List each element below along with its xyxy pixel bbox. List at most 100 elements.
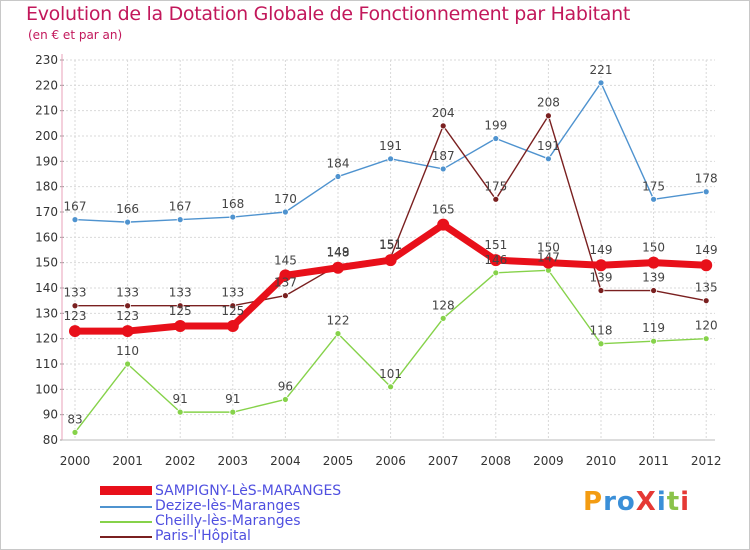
data-label-paris-l-h-pital: 151 — [379, 238, 402, 252]
series — [69, 79, 713, 436]
legend-label-sampigny: SAMPIGNY-LèS-MARANGES — [155, 483, 342, 499]
x-tick-label: 2002 — [165, 454, 196, 468]
data-label-sampigny-l-s-maranges: 150 — [642, 241, 665, 255]
x-tick-label: 2001 — [112, 454, 143, 468]
legend-label-paris: Paris-l'Hôpital — [155, 528, 251, 544]
legend-swatch-paris — [100, 536, 152, 538]
data-label-cheilly-l-s-maranges: 118 — [590, 324, 613, 338]
data-label-dezize-l-s-maranges: 167 — [64, 200, 87, 214]
y-tick-label: 220 — [35, 78, 58, 92]
legend-swatch-dezize — [100, 506, 152, 508]
data-point-paris-l-h-pital — [281, 292, 289, 300]
data-point-paris-l-h-pital — [229, 302, 237, 310]
data-label-cheilly-l-s-maranges: 96 — [278, 379, 293, 393]
data-label-dezize-l-s-maranges: 199 — [484, 119, 507, 133]
data-label-paris-l-h-pital: 133 — [221, 286, 244, 300]
y-tick-label: 100 — [35, 382, 58, 396]
data-label-sampigny-l-s-maranges: 150 — [537, 241, 560, 255]
data-point-dezize-l-s-maranges — [71, 216, 79, 224]
legend-swatch-cheilly — [100, 521, 152, 523]
data-label-cheilly-l-s-maranges: 120 — [695, 319, 718, 333]
data-point-dezize-l-s-maranges — [334, 173, 342, 180]
data-label-sampigny-l-s-maranges: 145 — [274, 253, 297, 267]
data-point-sampigny-l-s-maranges — [384, 254, 397, 267]
data-label-cheilly-l-s-maranges: 110 — [116, 344, 139, 358]
data-point-dezize-l-s-maranges — [702, 188, 710, 196]
data-point-sampigny-l-s-maranges — [647, 256, 660, 269]
data-point-paris-l-h-pital — [650, 287, 657, 294]
data-point-cheilly-l-s-maranges — [439, 314, 447, 322]
data-label-paris-l-h-pital: 133 — [64, 286, 87, 300]
data-point-sampigny-l-s-maranges — [226, 320, 239, 332]
data-point-sampigny-l-s-maranges — [437, 218, 450, 231]
y-tick-label: 140 — [35, 281, 58, 295]
axes: 8090100110120130140150160170180190200210… — [35, 53, 721, 468]
y-tick-label: 170 — [35, 205, 58, 219]
data-label-dezize-l-s-maranges: 168 — [221, 197, 244, 211]
x-tick-label: 2004 — [270, 454, 301, 468]
data-label-dezize-l-s-maranges: 184 — [327, 157, 350, 171]
data-label-dezize-l-s-maranges: 175 — [642, 179, 665, 193]
data-point-cheilly-l-s-maranges — [176, 408, 184, 416]
data-label-cheilly-l-s-maranges: 101 — [379, 367, 402, 381]
x-tick-label: 2008 — [481, 454, 512, 468]
x-tick-label: 2012 — [691, 454, 722, 468]
chart-title: Evolution de la Dotation Globale de Fonc… — [26, 3, 631, 25]
data-point-sampigny-l-s-maranges — [332, 261, 344, 274]
data-label-paris-l-h-pital: 139 — [642, 271, 665, 285]
data-label-sampigny-l-s-maranges: 151 — [379, 238, 402, 252]
data-point-paris-l-h-pital — [492, 195, 500, 203]
y-tick-label: 120 — [35, 332, 58, 346]
chart-subtitle: (en € et par an) — [28, 28, 123, 42]
data-label-dezize-l-s-maranges: 178 — [695, 172, 718, 186]
data-label-paris-l-h-pital: 135 — [695, 281, 718, 295]
legend-label-cheilly: Cheilly-lès-Maranges — [155, 513, 301, 529]
data-point-sampigny-l-s-maranges — [489, 254, 502, 267]
data-point-dezize-l-s-maranges — [597, 79, 605, 87]
y-tick-label: 150 — [35, 256, 58, 270]
data-label-cheilly-l-s-maranges: 91 — [225, 392, 240, 406]
data-point-cheilly-l-s-maranges — [702, 335, 710, 343]
legend-swatch-sampigny — [100, 486, 152, 495]
x-tick-label: 2003 — [218, 454, 249, 468]
data-label-cheilly-l-s-maranges: 91 — [173, 392, 188, 406]
data-label-cheilly-l-s-maranges: 146 — [484, 253, 507, 267]
x-tick-label: 2000 — [60, 454, 91, 468]
data-label-paris-l-h-pital: 149 — [327, 245, 350, 259]
data-point-sampigny-l-s-maranges — [595, 259, 607, 272]
data-label-sampigny-l-s-maranges: 165 — [432, 203, 455, 217]
data-label-cheilly-l-s-maranges: 119 — [642, 321, 665, 335]
x-tick-label: 2006 — [375, 454, 406, 468]
data-label-paris-l-h-pital: 208 — [537, 96, 560, 110]
data-point-cheilly-l-s-maranges — [229, 408, 237, 416]
data-point-dezize-l-s-maranges — [439, 165, 447, 173]
data-point-paris-l-h-pital — [597, 287, 605, 294]
y-tick-label: 200 — [35, 129, 58, 143]
data-label-sampigny-l-s-maranges: 123 — [116, 309, 139, 323]
data-label-cheilly-l-s-maranges: 83 — [67, 412, 82, 426]
data-point-dezize-l-s-maranges — [387, 155, 395, 163]
data-point-sampigny-l-s-maranges — [542, 256, 555, 269]
data-point-cheilly-l-s-maranges — [597, 340, 605, 348]
data-point-paris-l-h-pital — [71, 302, 79, 310]
y-tick-label: 130 — [35, 306, 58, 320]
y-tick-label: 160 — [35, 230, 58, 244]
data-label-sampigny-l-s-maranges: 151 — [484, 238, 507, 252]
data-point-dezize-l-s-maranges — [492, 135, 500, 142]
data-point-dezize-l-s-maranges — [124, 218, 131, 226]
data-point-sampigny-l-s-maranges — [69, 325, 81, 338]
y-tick-label: 110 — [35, 357, 58, 371]
data-point-cheilly-l-s-maranges — [124, 360, 131, 368]
data-label-sampigny-l-s-maranges: 149 — [695, 243, 718, 257]
data-label-cheilly-l-s-maranges: 128 — [432, 298, 455, 312]
data-point-dezize-l-s-maranges — [545, 155, 552, 163]
proxiti-logo: ProXiti — [583, 487, 691, 517]
data-point-paris-l-h-pital — [176, 302, 184, 310]
data-label-paris-l-h-pital: 139 — [590, 271, 613, 285]
data-label-sampigny-l-s-maranges: 149 — [590, 243, 613, 257]
data-label-dezize-l-s-maranges: 170 — [274, 192, 297, 206]
y-tick-label: 180 — [35, 180, 58, 194]
data-label-cheilly-l-s-maranges: 122 — [327, 314, 350, 328]
data-label-paris-l-h-pital: 137 — [274, 276, 297, 290]
